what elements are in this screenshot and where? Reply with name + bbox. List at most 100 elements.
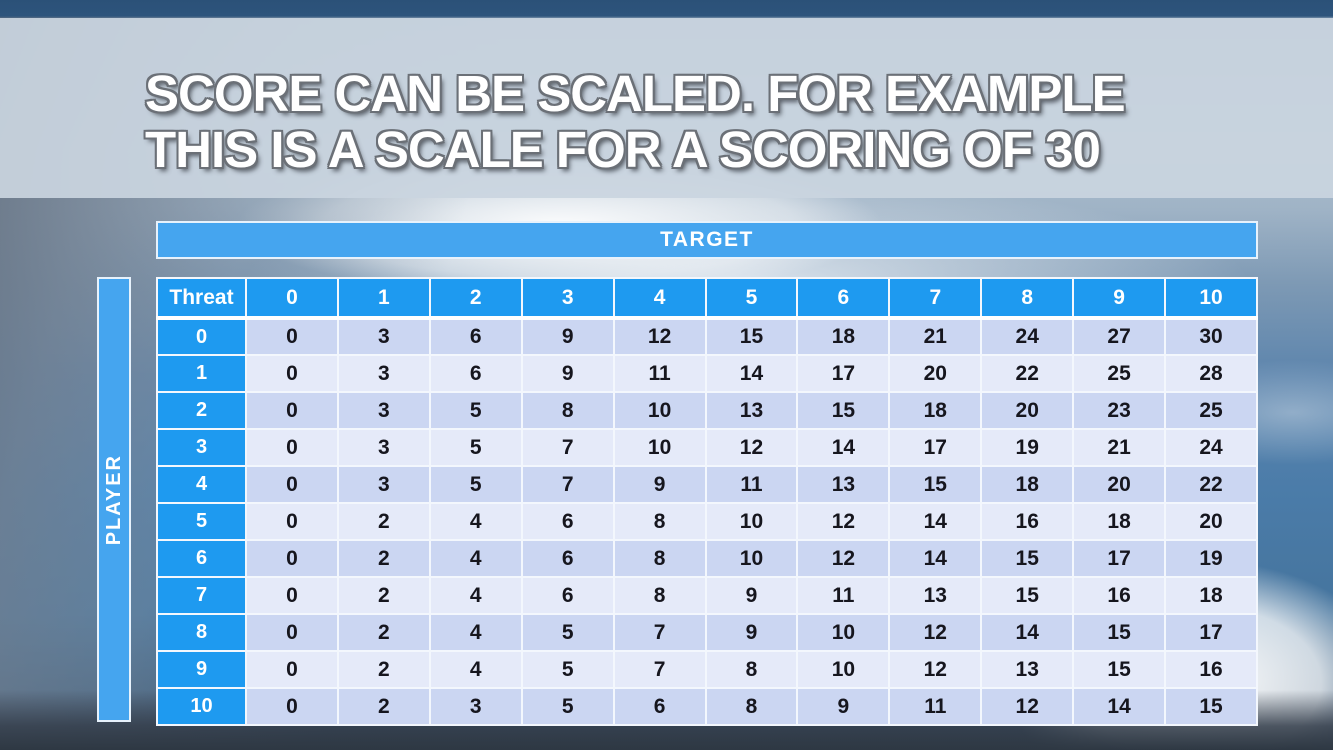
score-cell: 0: [245, 576, 339, 615]
score-cell: 15: [796, 391, 891, 430]
score-cell: 25: [1072, 354, 1167, 393]
score-cell: 20: [888, 354, 983, 393]
score-cell: 3: [336, 354, 431, 393]
score-cell: 2: [336, 576, 431, 615]
score-cell: 7: [520, 428, 615, 467]
player-row-header: 6: [156, 539, 247, 578]
score-cell: 6: [428, 354, 523, 393]
score-cell: 5: [428, 465, 523, 504]
score-cell: 11: [888, 687, 983, 726]
score-cell: 12: [796, 539, 891, 578]
score-row: 9 0 2 4 5 7 8 10 12 13 15 16: [156, 650, 1258, 689]
score-cell: 12: [612, 317, 707, 356]
score-cell: 14: [980, 613, 1075, 652]
score-cell: 4: [428, 650, 523, 689]
score-cell: 10: [612, 428, 707, 467]
player-row-header: 4: [156, 465, 247, 504]
target-col-header: 0: [245, 277, 339, 320]
score-cell: 2: [336, 502, 431, 541]
header-row: Threat 0 1 2 3 4 5 6 7 8 9 10: [156, 277, 1258, 320]
score-cell: 5: [520, 613, 615, 652]
score-cell: 10: [796, 613, 891, 652]
score-cell: 9: [520, 317, 615, 356]
score-cell: 25: [1164, 391, 1258, 430]
score-cell: 14: [888, 539, 983, 578]
target-col-header: 3: [520, 277, 615, 320]
score-cell: 3: [336, 391, 431, 430]
slide-title-line2: THIS IS A SCALE FOR A SCORING OF 30: [145, 121, 1101, 178]
player-row-header: 2: [156, 391, 247, 430]
score-cell: 6: [520, 539, 615, 578]
score-cell: 8: [520, 391, 615, 430]
score-row: 2 0 3 5 8 10 13 15 18 20 23 25: [156, 391, 1258, 430]
score-cell: 2: [336, 539, 431, 578]
score-cell: 13: [704, 391, 799, 430]
score-cell: 16: [1072, 576, 1167, 615]
player-row-header: 7: [156, 576, 247, 615]
score-cell: 22: [1164, 465, 1258, 504]
score-cell: 5: [520, 687, 615, 726]
score-row: 6 0 2 4 6 8 10 12 14 15 17 19: [156, 539, 1258, 578]
score-cell: 6: [428, 317, 523, 356]
target-col-header: 10: [1164, 277, 1258, 320]
score-cell: 12: [980, 687, 1075, 726]
score-cell: 11: [704, 465, 799, 504]
score-row: 3 0 3 5 7 10 12 14 17 19 21 24: [156, 428, 1258, 467]
score-cell: 13: [980, 650, 1075, 689]
target-col-header: 5: [704, 277, 799, 320]
score-table: Threat 0 1 2 3 4 5 6 7 8 9 10 0 0 3 6 9 12 15 18 21 24 27 30 1…: [156, 277, 1258, 726]
score-cell: 3: [336, 317, 431, 356]
target-col-header: 6: [796, 277, 891, 320]
score-cell: 21: [888, 317, 983, 356]
slide-title-line1: SCORE CAN BE SCALED. FOR EXAMPLE: [145, 65, 1126, 122]
score-cell: 12: [796, 502, 891, 541]
score-cell: 18: [888, 391, 983, 430]
target-col-header: 7: [888, 277, 983, 320]
score-cell: 14: [888, 502, 983, 541]
score-cell: 8: [612, 502, 707, 541]
player-row-header: 9: [156, 650, 247, 689]
score-cell: 9: [704, 613, 799, 652]
slide-title: SCORE CAN BE SCALED. FOR EXAMPLE THIS IS…: [145, 65, 1126, 178]
player-axis-label: PLAYER: [102, 453, 125, 546]
score-table-body: 0 0 3 6 9 12 15 18 21 24 27 30 1 0 3 6 9 11 14 17 20 22 25 28 2 0…: [156, 317, 1258, 726]
score-cell: 15: [980, 539, 1075, 578]
target-col-header: 4: [612, 277, 707, 320]
score-row: 1 0 3 6 9 11 14 17 20 22 25 28: [156, 354, 1258, 393]
score-cell: 15: [888, 465, 983, 504]
score-cell: 11: [796, 576, 891, 615]
score-cell: 3: [428, 687, 523, 726]
score-cell: 14: [1072, 687, 1167, 726]
score-cell: 6: [520, 576, 615, 615]
score-cell: 15: [1164, 687, 1258, 726]
score-cell: 0: [245, 317, 339, 356]
target-col-header: 9: [1072, 277, 1167, 320]
player-row-header: 10: [156, 687, 247, 726]
score-row: 7 0 2 4 6 8 9 11 13 15 16 18: [156, 576, 1258, 615]
score-cell: 10: [704, 539, 799, 578]
score-cell: 17: [1164, 613, 1258, 652]
target-col-header: 8: [980, 277, 1075, 320]
score-cell: 13: [796, 465, 891, 504]
score-cell: 6: [612, 687, 707, 726]
player-axis-bar: PLAYER: [97, 277, 131, 722]
score-cell: 4: [428, 539, 523, 578]
score-cell: 8: [612, 576, 707, 615]
score-cell: 19: [980, 428, 1075, 467]
score-cell: 0: [245, 465, 339, 504]
score-cell: 0: [245, 650, 339, 689]
score-cell: 14: [704, 354, 799, 393]
score-cell: 30: [1164, 317, 1258, 356]
score-cell: 4: [428, 576, 523, 615]
score-cell: 7: [520, 465, 615, 504]
score-cell: 20: [1164, 502, 1258, 541]
score-cell: 10: [704, 502, 799, 541]
score-row: 4 0 3 5 7 9 11 13 15 18 20 22: [156, 465, 1258, 504]
score-cell: 28: [1164, 354, 1258, 393]
score-cell: 0: [245, 502, 339, 541]
score-cell: 0: [245, 354, 339, 393]
threat-corner-header: Threat: [156, 277, 247, 320]
score-cell: 18: [1164, 576, 1258, 615]
score-cell: 8: [612, 539, 707, 578]
score-cell: 12: [888, 613, 983, 652]
